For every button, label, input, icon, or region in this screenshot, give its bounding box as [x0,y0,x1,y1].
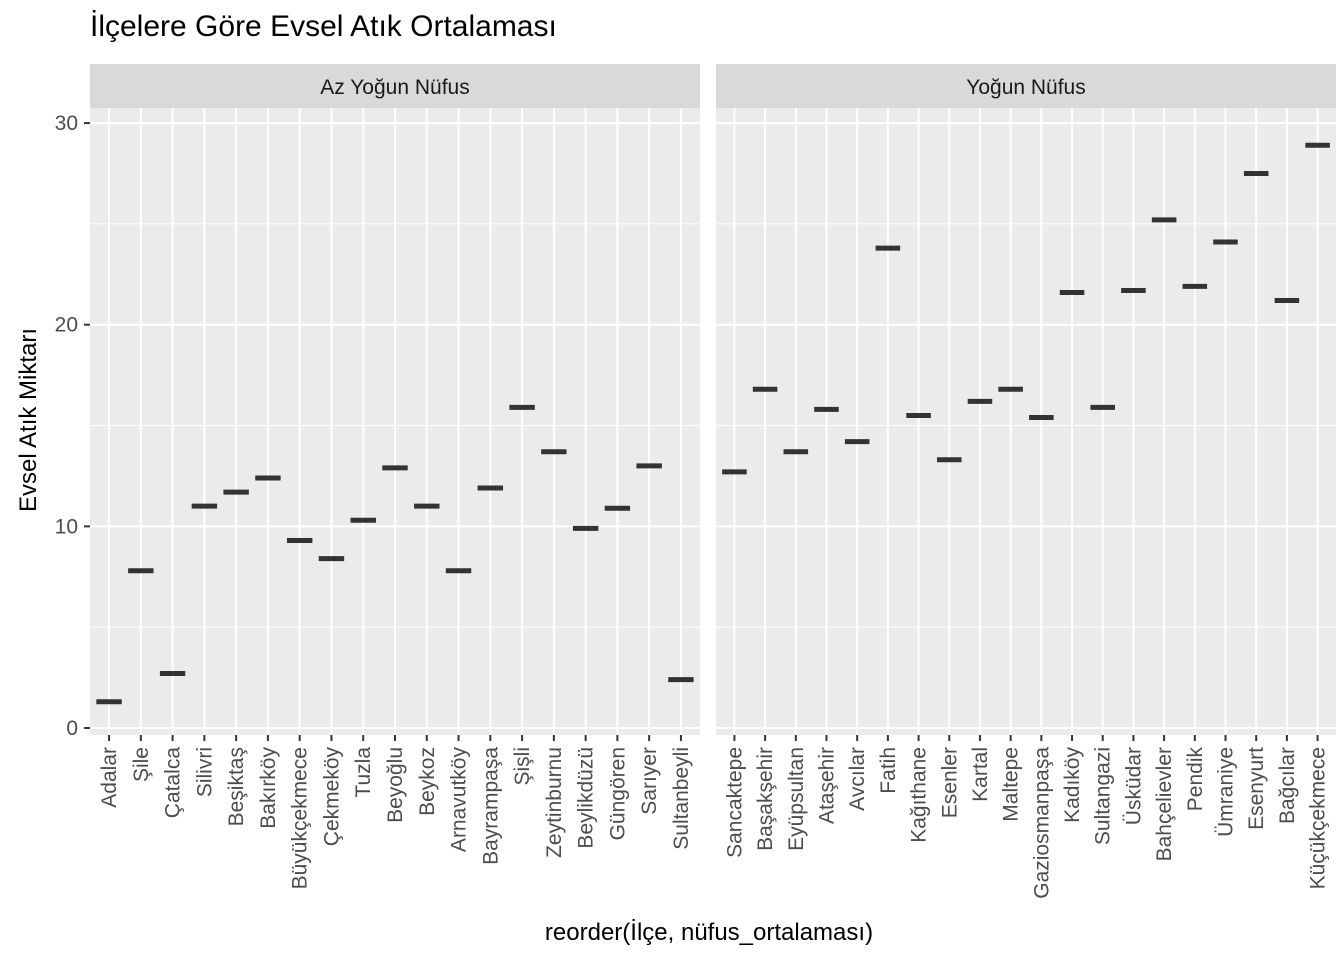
x-tick-label: Çekmeköy [320,747,343,847]
facet-panel: Az Yoğun Nüfus Adalar Şile Çatalca Silivri Be… [90,64,700,889]
x-tick-label: Arnavutköy [448,747,471,853]
x-tick-label: Büyükçekmece [289,747,312,889]
x-tick-label: Ataşehir [815,747,838,824]
y-tick-label: 0 [66,717,78,740]
x-tick-label: Adalar [98,747,121,808]
facet-strip [716,64,1336,108]
panel-background [716,108,1336,735]
x-tick-label: Zeytinburnu [543,747,566,858]
facet-panel: Yoğun Nüfus Sancaktepe Başakşehir Eyüpsulta… [716,64,1336,899]
x-tick-label: Beylikdüzü [575,747,598,849]
chart-title: İlçelere Göre Evsel Atık Ortalaması [90,10,557,43]
x-tick-label: Küçükçekmece [1307,747,1330,889]
facet-strip-label: Yoğun Nüfus [966,76,1086,99]
x-tick-label: Başakşehir [754,747,777,851]
x-tick-label: Sultangazi [1092,747,1115,845]
x-tick-label: Avcılar [846,747,869,811]
x-axis-title: reorder(İlçe, nüfus_ortalaması) [545,919,873,946]
x-tick-label: Esenler [938,747,961,818]
x-tick-label: Silivri [193,747,216,797]
x-tick-label: Sancaktepe [723,747,746,858]
x-tick-label: Bayrampaşa [479,747,502,865]
x-tick-label: Kartal [969,747,992,802]
x-tick-label: Tuzla [352,747,375,798]
x-tick-label: Kadıköy [1061,747,1084,823]
x-tick-label: Beyoğlu [384,747,407,823]
facet-strip-label: Az Yoğun Nüfus [320,76,469,99]
x-tick-label: Fatih [877,747,900,794]
x-tick-label: Gaziosmanpaşa [1030,747,1053,899]
facet-strip [90,64,700,108]
x-tick-label: Sarıyer [638,747,661,815]
x-tick-label: Güngören [606,747,629,840]
x-tick-label: Beşiktaş [225,747,248,826]
x-tick-label: Ümraniye [1215,747,1238,837]
x-tick-label: Pendik [1184,747,1207,812]
x-tick-label: Bağcılar [1276,747,1299,824]
x-tick-label: Esenyurt [1245,747,1268,830]
x-tick-label: Çatalca [162,747,185,819]
y-tick-label: 30 [55,112,78,135]
x-tick-label: Bakırköy [257,747,280,829]
y-axis-title: Evsel Atık Miktarı [15,328,42,512]
x-tick-label: Maltepe [1000,747,1023,822]
y-tick-label: 10 [55,515,78,538]
x-tick-label: Sultanbeyli [670,747,693,850]
x-tick-label: Üsküdar [1122,747,1145,825]
x-tick-label: Eyüpsultan [785,747,808,851]
x-tick-label: Kağıthane [908,747,931,843]
x-tick-label: Şile [130,747,153,782]
x-tick-label: Beykoz [416,747,439,816]
x-tick-label: Bahçelievler [1153,747,1176,861]
y-tick-label: 20 [55,314,78,337]
x-tick-label: Şişli [511,747,534,786]
